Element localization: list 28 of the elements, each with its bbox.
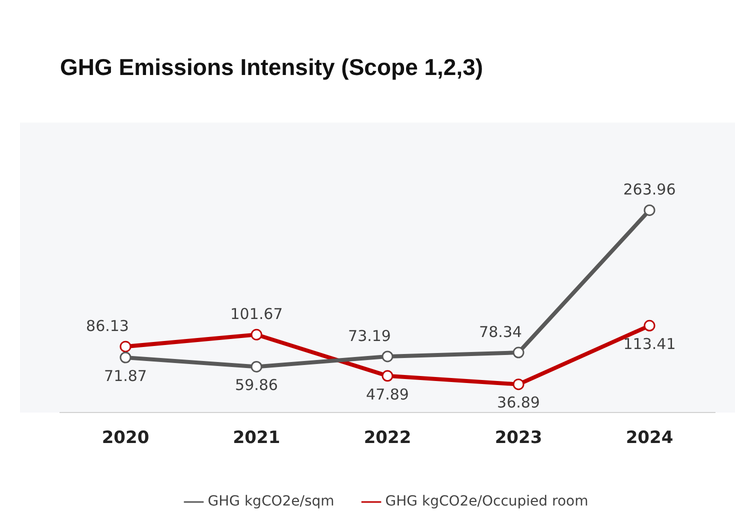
data-label: 263.96: [623, 180, 676, 199]
legend-label: GHG kgCO2e/Occupied room: [385, 494, 588, 510]
data-label: 36.89: [497, 394, 540, 412]
point: [512, 346, 524, 358]
data-label: 113.41: [623, 335, 676, 354]
x-tick-label: 2023: [494, 428, 542, 448]
data-label: 47.89: [366, 385, 409, 404]
point: [120, 352, 132, 364]
point: [382, 370, 394, 382]
point: [644, 320, 656, 332]
legend-label: GHG kgCO2e/sqm: [208, 494, 334, 510]
data-label: 86.13: [86, 316, 129, 335]
point: [250, 360, 262, 372]
data-label: 71.87: [104, 366, 147, 385]
x-tick-label: 2021: [232, 428, 280, 448]
point: [512, 378, 524, 390]
point: [120, 340, 132, 352]
x-tick-label: 2020: [102, 428, 150, 448]
data-label: 78.34: [479, 322, 522, 341]
point: [644, 204, 656, 216]
data-label: 59.86: [235, 376, 278, 394]
point: [250, 328, 262, 340]
data-label: 73.19: [348, 326, 391, 345]
x-tick-label: 2022: [364, 428, 412, 448]
point: [382, 350, 394, 362]
chart-title: GHG Emissions Intensity (Scope 1,2,3): [60, 54, 484, 80]
data-label: 101.67: [230, 305, 283, 324]
x-tick-label: 2024: [626, 428, 674, 448]
